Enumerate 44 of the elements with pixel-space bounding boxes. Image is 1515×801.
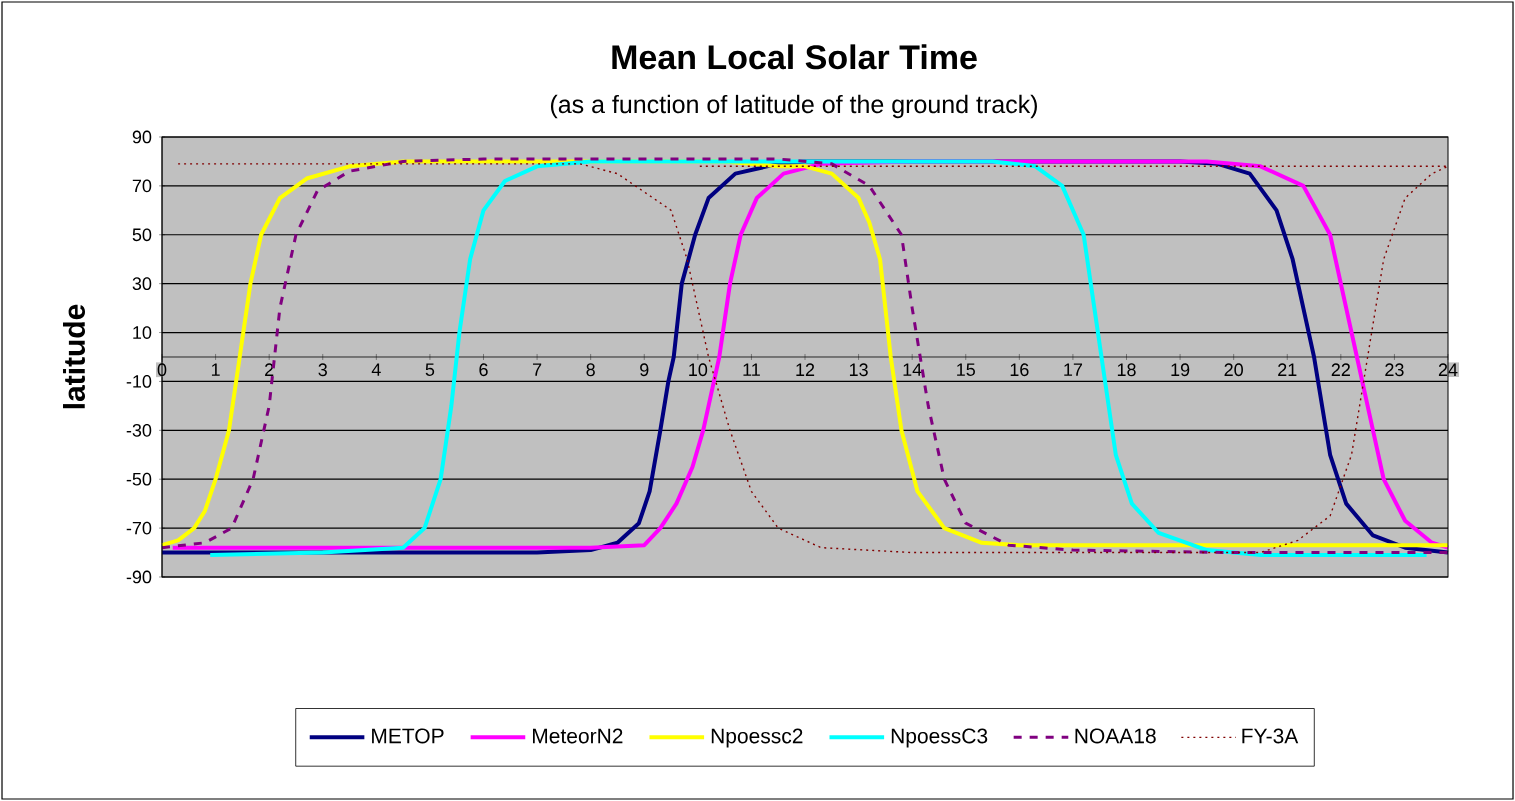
- x-tick-label: 24: [1438, 363, 1458, 376]
- y-tick-label: 90: [132, 130, 152, 144]
- x-tick-label: 10: [689, 363, 708, 377]
- y-tick-label: -50: [126, 472, 152, 486]
- y-tick-label: -30: [126, 423, 152, 437]
- y-tick-label: -90: [126, 570, 152, 584]
- x-tick-label: 4: [371, 363, 381, 376]
- x-tick-label: 5: [425, 363, 435, 376]
- x-tick-label: 11: [743, 363, 760, 376]
- x-tick-label: 14: [903, 363, 922, 376]
- x-tick-label: 12: [796, 363, 815, 376]
- legend-label: Npoessc2: [711, 728, 803, 748]
- y-tick-label: 70: [132, 179, 152, 193]
- y-axis-title: latitude: [62, 304, 86, 409]
- x-tick-label: 18: [1117, 363, 1136, 377]
- x-tick-label: 9: [640, 363, 649, 377]
- x-tick-label: 13: [849, 363, 868, 377]
- x-tick-label: 21: [1278, 363, 1297, 376]
- x-tick-label: 0: [157, 363, 167, 377]
- legend-label: FY-3A: [1242, 728, 1299, 744]
- x-tick-label: 22: [1331, 363, 1350, 376]
- x-tick-label: 17: [1064, 363, 1083, 376]
- x-tick-label: 2: [265, 363, 274, 376]
- x-tick-label: 8: [586, 363, 595, 377]
- x-tick-label: 23: [1385, 363, 1404, 377]
- y-tick-label: -10: [126, 375, 152, 388]
- legend-label: METOP: [372, 728, 444, 744]
- y-tick-label: 50: [132, 228, 152, 242]
- x-tick-label: 7: [532, 363, 542, 376]
- x-tick-label: 20: [1224, 363, 1243, 377]
- x-tick-label: 3: [318, 363, 327, 377]
- x-tick-label: 1: [211, 363, 220, 376]
- y-tick-label: 30: [132, 277, 152, 291]
- chart-title: Mean Local Solar Time: [612, 44, 977, 70]
- y-tick-label: -70: [126, 521, 152, 535]
- legend-label: NOAA18: [1075, 728, 1156, 744]
- x-tick-label: 15: [957, 363, 976, 376]
- y-tick-label: 10: [133, 326, 152, 339]
- x-tick-label: 16: [1010, 363, 1029, 377]
- x-tick-label: 6: [479, 363, 488, 377]
- legend-label: MeteorN2: [533, 728, 623, 744]
- chart-subtitle: (as a function of latitude of the ground track): [550, 94, 1037, 119]
- legend-label: NpoessC3: [891, 728, 988, 748]
- x-tick-label: 19: [1171, 363, 1190, 377]
